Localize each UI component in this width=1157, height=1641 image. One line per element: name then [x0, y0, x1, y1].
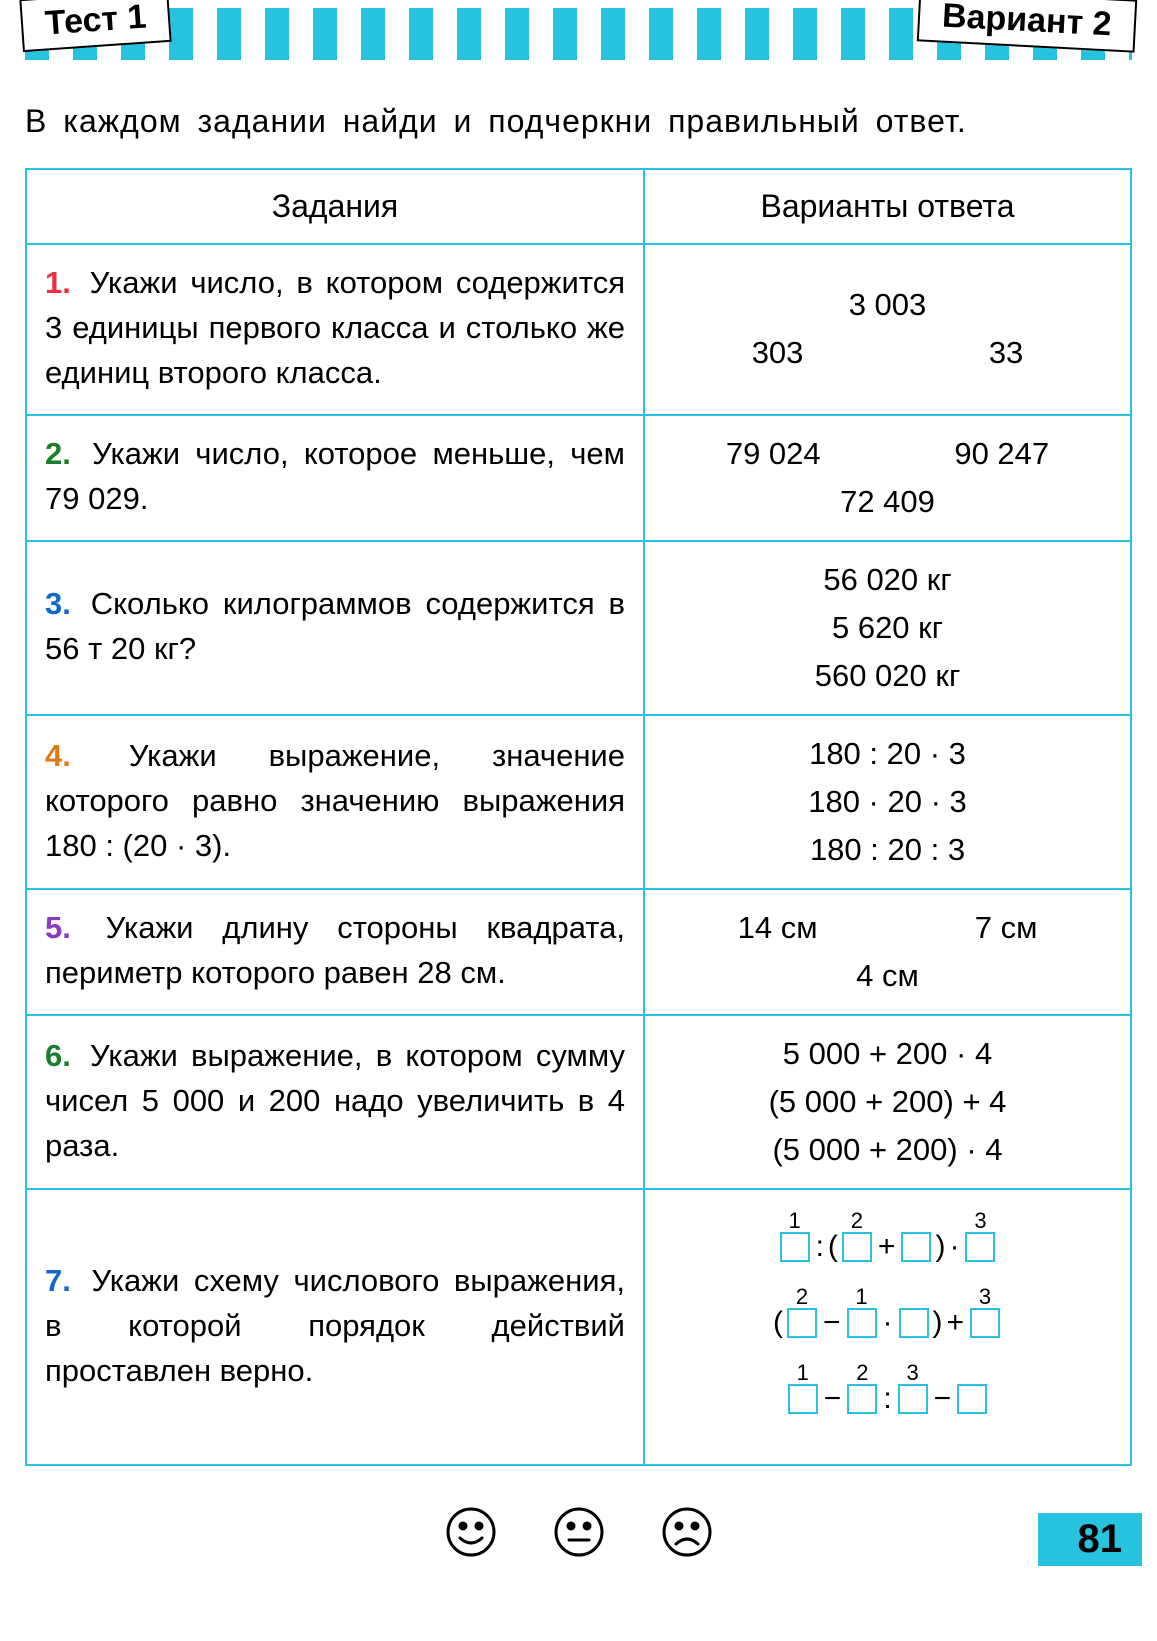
page-number: 81 — [1038, 1513, 1143, 1566]
placeholder-box — [780, 1232, 810, 1262]
scheme-option: (2−1·)+3 — [773, 1308, 1002, 1338]
table-row: 3. Сколько килограммов содержится в 56 т… — [26, 541, 1131, 715]
header: Тест 1 Вариант 2 — [25, 0, 1132, 68]
task-number: 1. — [45, 265, 71, 300]
answer-option: 303 — [752, 329, 804, 377]
table-row: 2. Укажи число, которое меньше, чем 79 0… — [26, 415, 1131, 541]
task-text: Укажи число, в котором содержится 3 един… — [45, 265, 625, 390]
placeholder-box — [847, 1384, 877, 1414]
answer-option: 90 247 — [954, 430, 1049, 478]
answer-option: 14 см — [738, 904, 818, 952]
answer-option: 4 см — [659, 952, 1116, 1000]
answer-option: 5 620 кг — [659, 604, 1116, 652]
placeholder-box — [901, 1232, 931, 1262]
scheme-option: 1:(2+)·3 — [778, 1232, 998, 1262]
answer-option: 180 : 20 : 3 — [659, 826, 1116, 874]
answer-option: 5 000 + 200 · 4 — [659, 1030, 1116, 1078]
answer-option: 56 020 кг — [659, 556, 1116, 604]
task-text: Укажи выражение, значение которого равно… — [45, 738, 625, 863]
placeholder-box — [957, 1384, 987, 1414]
placeholder-box — [899, 1308, 929, 1338]
answer-option: 33 — [989, 329, 1023, 377]
table-row: 5. Укажи длину стороны квадрата, перимет… — [26, 889, 1131, 1015]
task-text: Укажи число, которое меньше, чем 79 029. — [45, 436, 625, 516]
scheme-option: 1−2:3− — [786, 1384, 989, 1414]
instruction-text: В каждом задании найди и подчеркни прави… — [25, 103, 1132, 140]
col-answers: Варианты ответа — [644, 169, 1131, 244]
answer-option: 180 : 20 · 3 — [659, 730, 1116, 778]
table-row: 7. Укажи схему числового выражения, в ко… — [26, 1189, 1131, 1465]
col-tasks: Задания — [26, 169, 644, 244]
task-text: Укажи выражение, в котором сумму чисел 5… — [45, 1038, 625, 1163]
sad-face-icon — [661, 1506, 713, 1558]
task-number: 3. — [45, 586, 71, 621]
footer: 81 — [25, 1502, 1132, 1562]
task-number: 5. — [45, 910, 71, 945]
answer-option: (5 000 + 200) · 4 — [659, 1126, 1116, 1174]
placeholder-box — [787, 1308, 817, 1338]
table-row: 1. Укажи число, в котором содержится 3 е… — [26, 244, 1131, 415]
placeholder-box — [898, 1384, 928, 1414]
answer-option: 180 · 20 · 3 — [659, 778, 1116, 826]
task-text: Укажи схему числового выражения, в котор… — [45, 1263, 625, 1388]
task-text: Сколько килограммов содержится в 56 т 20… — [45, 586, 625, 666]
answer-option: 3 003 — [659, 281, 1116, 329]
tasks-table: Задания Варианты ответа 1. Укажи число, … — [25, 168, 1132, 1466]
placeholder-box — [970, 1308, 1000, 1338]
task-number: 2. — [45, 436, 71, 471]
table-row: 4. Укажи выражение, значение которого ра… — [26, 715, 1131, 889]
task-number: 6. — [45, 1038, 71, 1073]
placeholder-box — [788, 1384, 818, 1414]
scheme-cell: 1:(2+)·3 (2−1·)+3 1−2:3− — [644, 1189, 1131, 1465]
answer-option: 72 409 — [659, 478, 1116, 526]
task-text: Укажи длину стороны квадрата, периметр к… — [45, 910, 625, 990]
answer-option: 79 024 — [726, 430, 821, 478]
answer-option: 7 см — [975, 904, 1038, 952]
placeholder-box — [847, 1308, 877, 1338]
placeholder-box — [965, 1232, 995, 1262]
neutral-face-icon — [553, 1506, 605, 1558]
answer-option: (5 000 + 200) + 4 — [659, 1078, 1116, 1126]
task-number: 4. — [45, 738, 71, 773]
smile-face-icon — [445, 1506, 497, 1558]
task-number: 7. — [45, 1263, 71, 1298]
table-row: 6. Укажи выражение, в котором сумму чисе… — [26, 1015, 1131, 1189]
answer-option: 560 020 кг — [659, 652, 1116, 700]
placeholder-box — [842, 1232, 872, 1262]
